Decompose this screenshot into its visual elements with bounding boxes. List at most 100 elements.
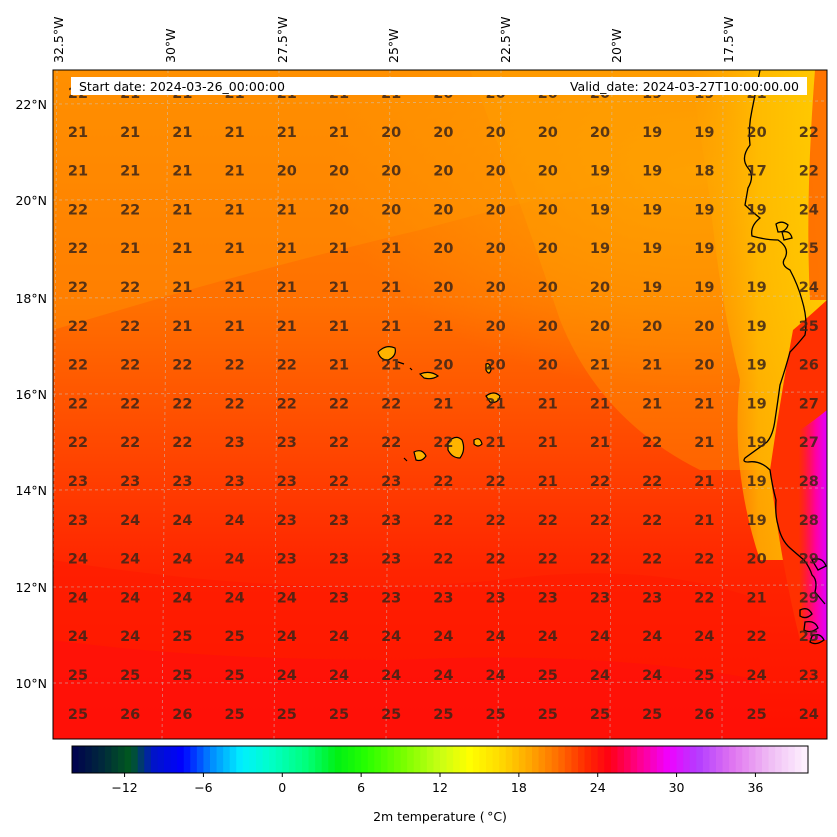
temperature-value: 21 xyxy=(590,435,610,451)
temperature-value: 21 xyxy=(694,435,714,451)
temperature-value: 20 xyxy=(486,280,506,296)
temperature-value: 22 xyxy=(538,552,558,568)
colorbar-swatch xyxy=(210,746,218,773)
colorbar-tick-label: −6 xyxy=(194,780,212,795)
colorbar-swatch xyxy=(643,746,651,773)
temperature-value: 25 xyxy=(694,668,714,684)
latitude-labels: 22°N 20°N 18°N 16°N 14°N 12°N 10°N xyxy=(15,97,47,691)
temperature-value: 28 xyxy=(799,474,819,490)
temperature-value: 24 xyxy=(329,629,349,645)
colorbar-swatch xyxy=(426,746,435,773)
temperature-value: 20 xyxy=(538,202,558,218)
temperature-value: 24 xyxy=(172,552,192,568)
colorbar-swatch xyxy=(157,746,165,773)
temperature-value: 24 xyxy=(225,552,245,568)
temperature-value: 22 xyxy=(590,552,610,568)
temperature-value: 21 xyxy=(277,280,297,296)
temperature-value: 27 xyxy=(799,435,819,451)
temperature-value: 23 xyxy=(329,552,349,568)
temperature-value: 25 xyxy=(799,241,819,257)
temperature-value: 23 xyxy=(68,513,88,529)
temperature-value: 21 xyxy=(329,358,349,374)
temperature-value: 24 xyxy=(68,629,88,645)
temperature-value: 20 xyxy=(747,125,767,141)
colorbar-swatch xyxy=(788,746,796,773)
colorbar-swatch xyxy=(282,746,290,773)
colorbar-swatch xyxy=(755,746,763,773)
temperature-value: 21 xyxy=(538,396,558,412)
colorbar-swatch xyxy=(472,746,481,773)
colorbar-swatch xyxy=(262,746,270,773)
temperature-value: 26 xyxy=(120,707,140,723)
temperature-value: 22 xyxy=(381,435,401,451)
longitude-labels: 32.5°W 30°W 27.5°W 25°W 22.5°W 20°W 17.5°W xyxy=(51,17,736,63)
longitude-label: 22.5°W xyxy=(498,17,513,63)
temperature-value: 22 xyxy=(277,396,297,412)
colorbar-swatch xyxy=(269,746,277,773)
colorbar-swatch xyxy=(781,746,789,773)
temperature-value: 19 xyxy=(747,435,767,451)
temperature-value: 21 xyxy=(277,241,297,257)
colorbar-swatch xyxy=(689,746,697,773)
temperature-value: 24 xyxy=(642,629,662,645)
colorbar-swatch xyxy=(367,746,375,773)
colorbar-swatch xyxy=(446,746,454,773)
colorbar-swatch xyxy=(670,746,678,773)
temperature-value: 24 xyxy=(277,590,297,606)
colorbar-swatch xyxy=(85,746,93,773)
temperature-value: 25 xyxy=(172,629,192,645)
temperature-value: 24 xyxy=(747,668,767,684)
colorbar-swatch xyxy=(361,746,369,773)
temperature-value: 22 xyxy=(642,513,662,529)
temperature-value: 22 xyxy=(590,474,610,490)
colorbar-swatch xyxy=(722,746,730,773)
temperature-value: 25 xyxy=(329,707,349,723)
temperature-value: 22 xyxy=(277,358,297,374)
colorbar-label: 2m temperature ( °C) xyxy=(373,809,507,824)
temperature-value: 23 xyxy=(538,590,558,606)
temperature-value: 22 xyxy=(433,513,453,529)
temperature-value: 25 xyxy=(433,707,453,723)
temperature-value: 25 xyxy=(799,319,819,335)
header-box xyxy=(71,77,807,95)
colorbar-swatch xyxy=(183,746,191,773)
temperature-value: 25 xyxy=(381,707,401,723)
temperature-value: 21 xyxy=(172,241,192,257)
colorbar-swatch xyxy=(407,746,415,773)
colorbar-swatch xyxy=(742,746,750,773)
temperature-value: 21 xyxy=(172,125,192,141)
temperature-value: 22 xyxy=(329,474,349,490)
temperature-value: 19 xyxy=(590,202,610,218)
longitude-label: 20°W xyxy=(609,28,624,63)
temperature-value: 20 xyxy=(486,125,506,141)
temperature-value: 19 xyxy=(747,396,767,412)
colorbar-swatch xyxy=(104,746,113,773)
temperature-value: 21 xyxy=(590,396,610,412)
temperature-value: 20 xyxy=(486,164,506,180)
temperature-value: 24 xyxy=(590,668,610,684)
temperature-value: 22 xyxy=(747,629,767,645)
temperature-value: 19 xyxy=(642,202,662,218)
temperature-value: 21 xyxy=(225,319,245,335)
temperature-value: 22 xyxy=(68,241,88,257)
temperature-value: 20 xyxy=(747,552,767,568)
temperature-value: 24 xyxy=(329,668,349,684)
colorbar-swatch xyxy=(413,746,421,773)
temperature-value: 20 xyxy=(381,202,401,218)
colorbar-swatch xyxy=(223,746,231,773)
temperature-value: 25 xyxy=(747,707,767,723)
temperature-value: 22 xyxy=(225,358,245,374)
temperature-value: 21 xyxy=(120,125,140,141)
temperature-value: 22 xyxy=(68,319,88,335)
temperature-value: 20 xyxy=(433,358,453,374)
temperature-value: 23 xyxy=(381,474,401,490)
temperature-value: 22 xyxy=(68,396,88,412)
colorbar: −12 −6 0 6 12 18 24 30 36 2m temperature ( °C) xyxy=(71,745,809,824)
longitude-label: 27.5°W xyxy=(275,17,290,63)
temperature-value: 20 xyxy=(433,241,453,257)
temperature-value: 23 xyxy=(277,474,297,490)
colorbar-swatch xyxy=(610,746,619,773)
colorbar-tick-label: 24 xyxy=(590,780,606,795)
temperature-value: 20 xyxy=(538,241,558,257)
colorbar-swatch xyxy=(374,746,382,773)
